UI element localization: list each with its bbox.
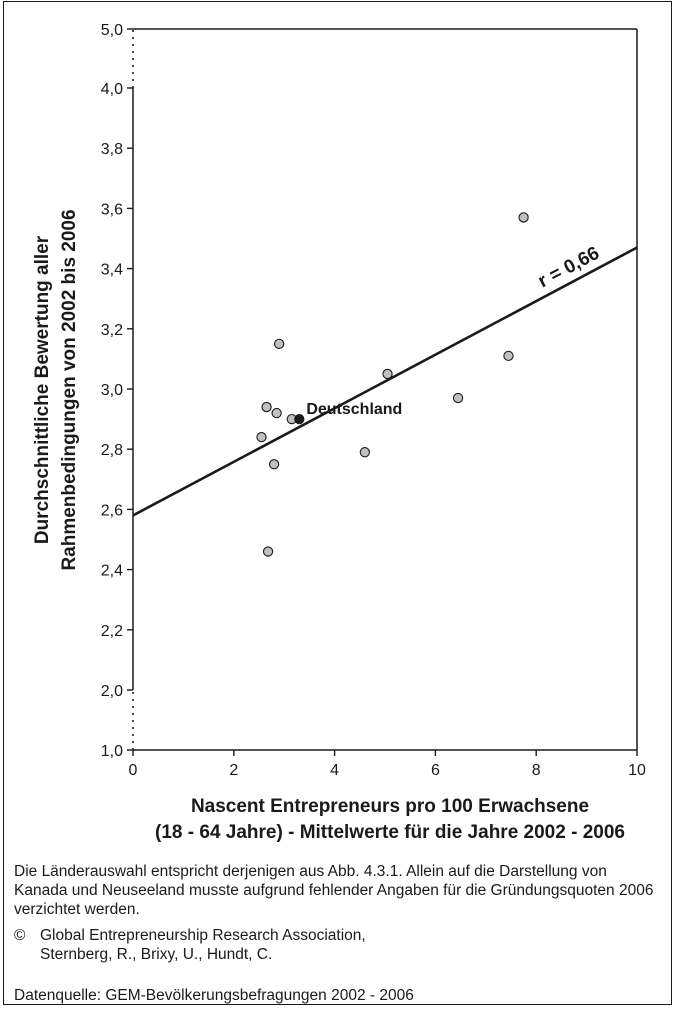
y-tick-label: 2,6	[101, 502, 123, 519]
selection-note: Die Länderauswahl entspricht derjenigen …	[14, 863, 654, 918]
highlight-point	[294, 413, 305, 425]
data-source-note: Datenquelle: GEM-Bevölkerungsbefragungen…	[14, 987, 414, 1004]
data-point	[382, 368, 393, 380]
data-point	[268, 459, 280, 470]
x-tick-label: 4	[330, 762, 339, 779]
y-tick-label: 2,4	[101, 563, 123, 580]
y-tick-label: 2,0	[101, 683, 123, 700]
trendline	[132, 246, 638, 517]
x-tick-label: 2	[229, 762, 238, 779]
data-point	[359, 447, 370, 458]
y-axis-title-line-1: Durchschnittliche Bewertung aller	[32, 235, 53, 544]
data-point	[274, 338, 285, 349]
y-tick-label: 3,8	[101, 141, 123, 158]
x-tick-label: 6	[431, 762, 440, 779]
y-axis-title-line-2: Rahmenbedingungen von 2002 bis 2006	[59, 209, 80, 570]
x-tick-label: 0	[129, 762, 138, 779]
copyright-symbol: ©	[14, 927, 26, 944]
data-point	[518, 212, 529, 223]
y-tick-label: 4,0	[101, 81, 123, 98]
y-tick-label: 3,6	[101, 201, 123, 218]
scatter-chart: 1,0 2,0 2,2 2,4 2,6 2,8 3,0 3,2 3,4 3,6 3,8 4,0 5,0 0…	[32, 22, 646, 843]
copyright-note: © Global Entrepreneurship Research Assoc…	[14, 926, 654, 964]
data-point	[256, 432, 267, 443]
copyright-line-2: Sternberg, R., Brixy, U., Hundt, C.	[40, 946, 273, 963]
y-tick-label: 3,0	[101, 382, 123, 399]
y-tick-label: 2,8	[101, 442, 123, 459]
y-tick-label: 1,0	[101, 743, 123, 760]
y-tick-label: 3,4	[101, 262, 123, 279]
y-tick-label: 5,0	[101, 22, 123, 39]
y-tick-label: 3,2	[101, 322, 123, 339]
copyright-line-1: Global Entrepreneurship Research Associa…	[40, 927, 366, 944]
x-tick-label: 8	[532, 762, 541, 779]
data-point	[271, 407, 282, 419]
data-point	[262, 546, 274, 557]
y-tick-label: 2,2	[101, 623, 123, 640]
x-tick-label: 10	[628, 762, 646, 779]
data-point	[503, 350, 514, 362]
x-axis-title-line-1: Nascent Entrepreneurs pro 100 Erwachsene	[191, 796, 589, 817]
data-point	[452, 392, 464, 404]
figure-frame	[3, 1, 672, 1005]
highlight-label: Deutschland	[306, 401, 402, 418]
data-point	[261, 401, 272, 413]
x-axis-title-line-2: (18 - 64 Jahre) - Mittelwerte für die Ja…	[155, 822, 625, 843]
